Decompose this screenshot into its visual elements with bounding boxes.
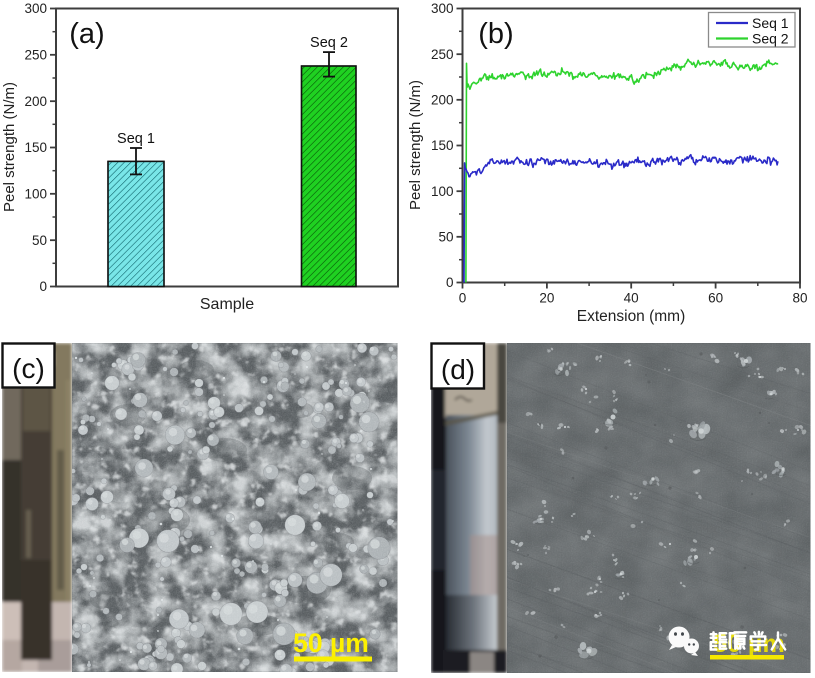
svg-text:100: 100 xyxy=(24,187,47,202)
svg-text:(c): (c) xyxy=(12,353,45,384)
svg-text:0: 0 xyxy=(39,279,47,294)
svg-text:Sample: Sample xyxy=(200,296,254,313)
svg-text:0: 0 xyxy=(459,291,467,306)
svg-text:Peel strength (N/m): Peel strength (N/m) xyxy=(1,82,18,212)
svg-text:80: 80 xyxy=(792,291,807,306)
svg-text:(b): (b) xyxy=(478,18,513,50)
svg-text:60: 60 xyxy=(708,291,723,306)
svg-text:0: 0 xyxy=(446,275,454,290)
svg-text:200: 200 xyxy=(24,94,47,109)
svg-text:Seq 2: Seq 2 xyxy=(752,30,789,46)
svg-text:Seq 1: Seq 1 xyxy=(752,15,789,31)
svg-text:250: 250 xyxy=(24,48,47,63)
svg-text:200: 200 xyxy=(431,93,454,108)
svg-text:Extension (mm): Extension (mm) xyxy=(577,308,686,325)
svg-text:50 µm: 50 µm xyxy=(293,628,369,658)
svg-text:Seq 1: Seq 1 xyxy=(117,131,155,147)
svg-text:300: 300 xyxy=(24,1,47,16)
svg-text:Peel strength (N/m): Peel strength (N/m) xyxy=(407,80,424,210)
svg-text:(d): (d) xyxy=(441,354,475,385)
svg-text:50: 50 xyxy=(438,230,453,245)
svg-text:150: 150 xyxy=(431,138,454,153)
svg-text:50 µm: 50 µm xyxy=(713,630,784,658)
svg-text:Seq 2: Seq 2 xyxy=(310,35,348,51)
svg-text:150: 150 xyxy=(24,140,47,155)
svg-text:20: 20 xyxy=(539,291,554,306)
svg-text:40: 40 xyxy=(624,291,639,306)
svg-text:(a): (a) xyxy=(69,18,104,50)
svg-text:300: 300 xyxy=(431,1,454,16)
svg-text:50: 50 xyxy=(32,233,47,248)
svg-text:250: 250 xyxy=(431,47,454,62)
svg-text:100: 100 xyxy=(431,184,454,199)
